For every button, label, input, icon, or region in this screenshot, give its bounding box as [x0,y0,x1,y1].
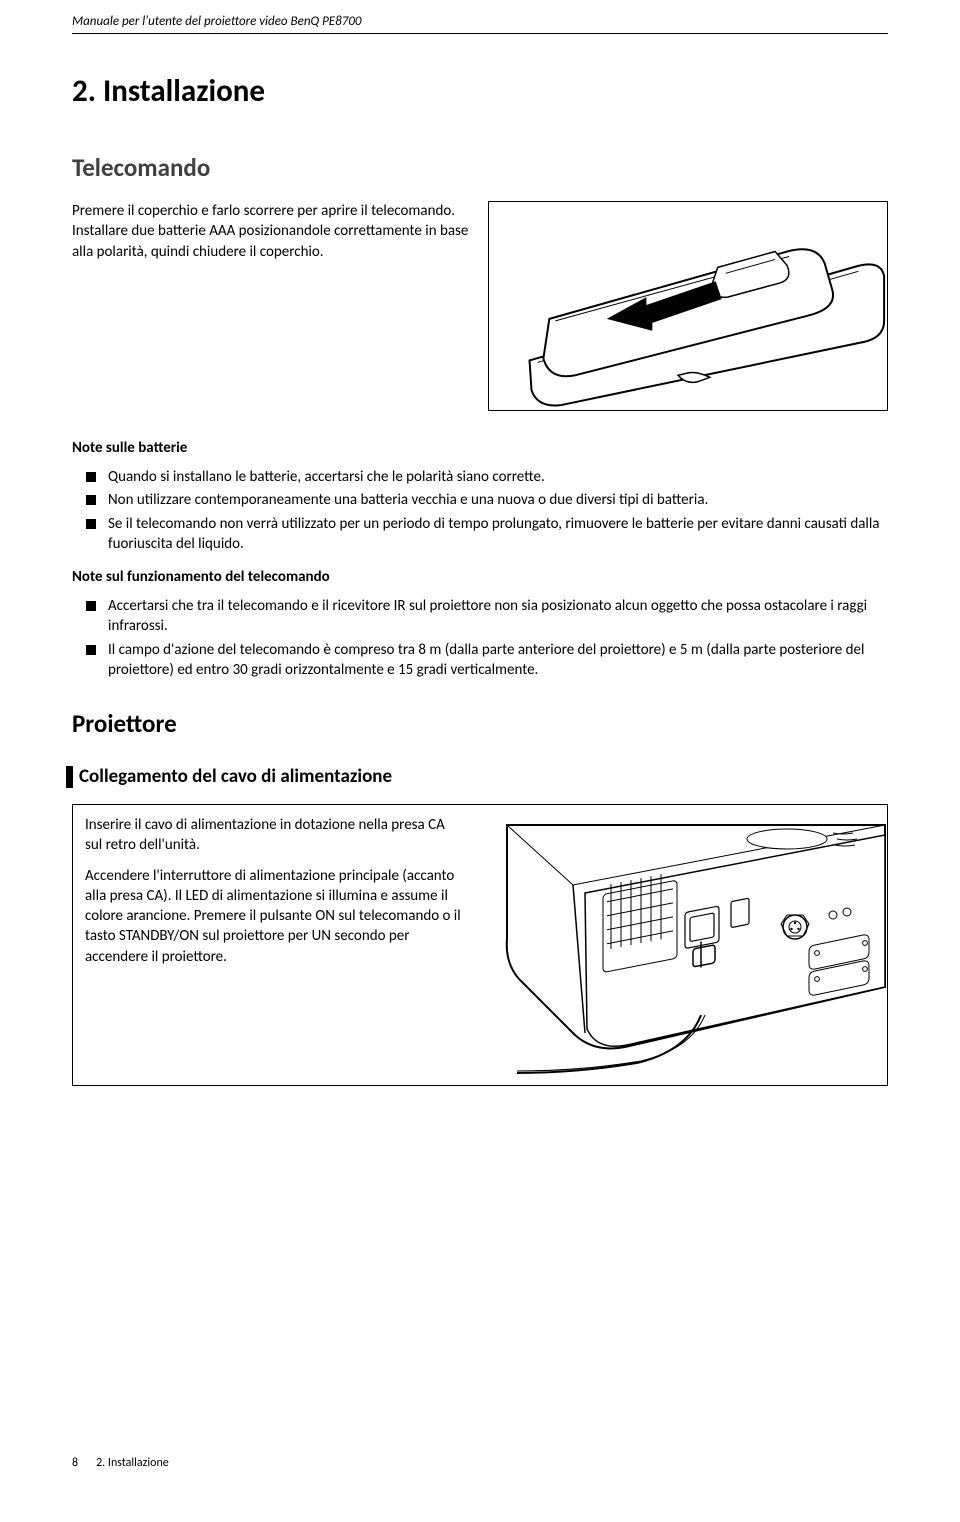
projector-illustration-icon [477,815,887,1075]
square-bullet-icon [86,601,96,611]
section-title-telecomando: Telecomando [72,152,888,183]
footer-section: 2. Installazione [96,1456,169,1470]
power-instruction-box: Inserire il cavo di alimentazione in dot… [72,804,888,1086]
section-title-proiettore: Proiettore [72,708,888,739]
square-bullet-icon [86,472,96,482]
sub-heading-power: Collegamento del cavo di alimentazione [66,765,888,788]
notes-batteries-heading: Note sulle batterie [72,439,888,457]
bullet-item: Il campo d'azione del telecomando è comp… [86,640,888,681]
running-header: Manuale per l'utente del proiettore vide… [72,14,888,29]
bullet-text: Non utilizzare contemporaneamente una ba… [108,490,708,510]
bullet-item: Accertarsi che tra il telecomando e il r… [86,596,888,637]
projector-figure [477,815,887,1075]
bullet-text: Se il telecomando non verrà utilizzato p… [108,514,888,555]
chapter-title: 2. Installazione [72,72,888,110]
power-para-1: Inserire il cavo di alimentazione in dot… [85,815,465,856]
square-bullet-icon [86,495,96,505]
square-bullet-icon [86,645,96,655]
bullet-text: Quando si installano le batterie, accert… [108,467,545,487]
bullet-item: Se il telecomando non verrà utilizzato p… [86,514,888,555]
bullet-item: Non utilizzare contemporaneamente una ba… [86,490,888,510]
notes-operation-heading: Note sul funzionamento del telecomando [72,568,888,586]
square-bullet-icon [86,519,96,529]
battery-bullets: Quando si installano le batterie, accert… [86,467,888,554]
bullet-text: Il campo d'azione del telecomando è comp… [108,640,888,681]
sub-heading-text: Collegamento del cavo di alimentazione [79,765,392,788]
power-text: Inserire il cavo di alimentazione in dot… [85,815,465,1075]
heading-bar-icon [66,766,73,788]
bullet-text: Accertarsi che tra il telecomando e il r… [108,596,888,637]
page-footer: 8 2. Installazione [72,1456,169,1470]
page-number: 8 [72,1456,78,1470]
bullet-item: Quando si installano le batterie, accert… [86,467,888,487]
remote-illustration-icon [489,202,887,410]
header-rule [72,33,888,34]
power-para-2: Accendere l'interruttore di alimentazion… [85,866,465,967]
operation-bullets: Accertarsi che tra il telecomando e il r… [86,596,888,680]
telecomando-intro: Premere il coperchio e farlo scorrere pe… [72,201,470,411]
remote-figure [488,201,888,411]
